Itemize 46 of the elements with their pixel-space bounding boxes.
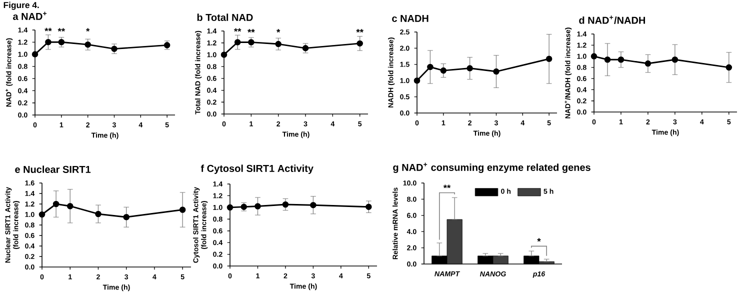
point bbox=[111, 46, 118, 52]
point bbox=[123, 214, 130, 220]
point bbox=[66, 202, 74, 210]
point bbox=[220, 52, 228, 58]
point bbox=[52, 200, 60, 208]
chart-title: d NAD$^{+}$/NADH bbox=[579, 16, 646, 24]
point bbox=[38, 211, 46, 218]
point bbox=[58, 39, 65, 46]
point bbox=[726, 64, 732, 71]
chart-title: c NADH bbox=[392, 14, 428, 22]
point bbox=[32, 51, 38, 58]
point bbox=[234, 39, 241, 46]
point bbox=[672, 56, 678, 63]
point bbox=[546, 56, 552, 62]
chart-title: a NAD$^{+}$ bbox=[13, 12, 47, 20]
point bbox=[414, 77, 420, 84]
point bbox=[45, 39, 52, 46]
annotation: ** bbox=[58, 28, 66, 32]
point bbox=[644, 60, 652, 67]
point bbox=[302, 45, 309, 52]
annotation: * bbox=[276, 29, 280, 33]
point bbox=[618, 56, 624, 63]
point bbox=[440, 67, 447, 74]
point bbox=[466, 65, 473, 72]
annotation: ** bbox=[248, 29, 255, 33]
point bbox=[248, 39, 254, 46]
annotation: ** bbox=[443, 184, 451, 188]
annotation: * bbox=[86, 28, 90, 32]
point bbox=[356, 40, 363, 47]
chart-title: e Nuclear SIRT1 bbox=[15, 166, 91, 173]
annotation: ** bbox=[44, 28, 52, 32]
point bbox=[179, 206, 186, 213]
chart-title: b Total NAD bbox=[197, 14, 253, 21]
annotation: ** bbox=[234, 28, 242, 32]
point bbox=[84, 41, 91, 48]
point bbox=[590, 53, 598, 60]
chart-title: f Cytosol SIRT1 Activity bbox=[200, 164, 314, 174]
point bbox=[95, 210, 102, 218]
annotation: * bbox=[537, 238, 541, 242]
point bbox=[275, 40, 282, 48]
point bbox=[493, 68, 500, 75]
point bbox=[604, 56, 611, 63]
caption: Figure 4. bbox=[4, 2, 39, 10]
chart-title: g NAD$^{+}$ consuming enzyme related genes bbox=[393, 162, 590, 173]
annotation: ** bbox=[356, 29, 364, 33]
point bbox=[427, 64, 434, 70]
